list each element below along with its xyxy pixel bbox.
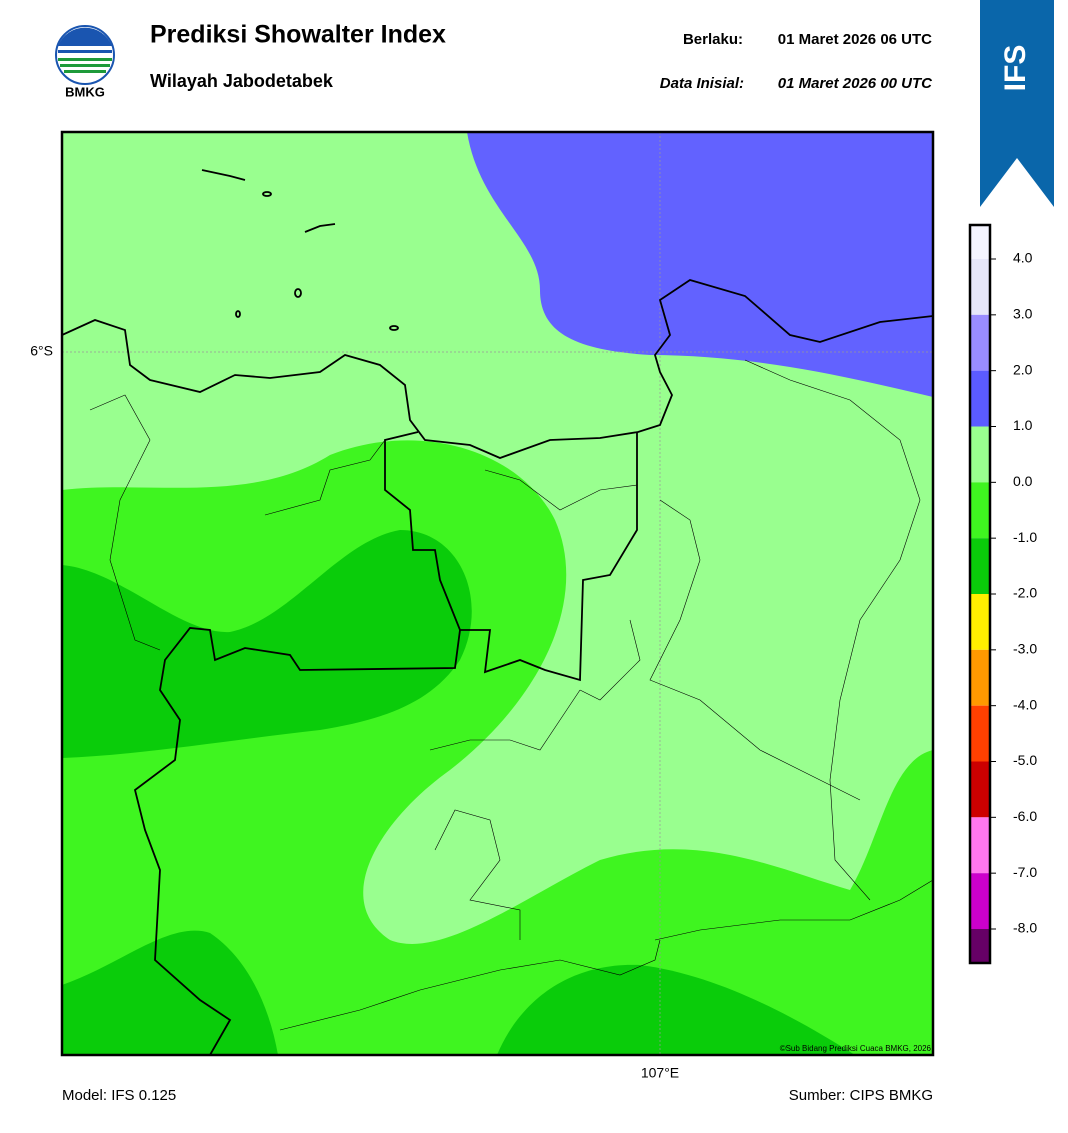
colorbar-segment <box>970 482 990 539</box>
logo: BMKG <box>55 25 115 99</box>
subtitle: Wilayah Jabodetabek <box>150 71 334 91</box>
colorbar-tick-label: -8.0 <box>1013 920 1037 936</box>
init-time: 01 Maret 2026 00 UTC <box>778 75 933 92</box>
colorbar-tick-label: 3.0 <box>1013 306 1033 322</box>
colorbar-tick-label: -4.0 <box>1013 696 1037 712</box>
colorbar-segment <box>970 370 990 427</box>
valid-label: Berlaku: <box>683 31 743 48</box>
colorbar-tick-label: -5.0 <box>1013 752 1037 768</box>
colorbar-segment <box>970 594 990 650</box>
logo-text: BMKG <box>65 84 105 99</box>
colorbar-tick-label: 0.0 <box>1013 473 1033 489</box>
colorbar-tick-label: -3.0 <box>1013 641 1037 657</box>
colorbar-segment <box>970 259 990 315</box>
colorbar-segment <box>970 873 990 929</box>
colorbar-tick-label: 4.0 <box>1013 250 1033 266</box>
colorbar-segment <box>970 426 990 483</box>
title: Prediksi Showalter Index <box>150 21 446 49</box>
colorbar-tick-label: -6.0 <box>1013 808 1037 824</box>
source: Sumber: CIPS BMKG <box>789 1087 933 1104</box>
colorbar-segment <box>970 705 990 762</box>
lat-label: 6°S <box>30 343 53 359</box>
colorbar-tick-label: 1.0 <box>1013 417 1033 433</box>
colorbar-tick-label: -7.0 <box>1013 864 1037 880</box>
colorbar-segment <box>970 538 990 594</box>
badge-text: IFS <box>999 45 1032 92</box>
colorbar-segment <box>970 761 990 818</box>
colorbar-tick-label: 2.0 <box>1013 361 1033 377</box>
colorbar-segment <box>970 649 990 706</box>
colorbar-segment <box>970 225 990 259</box>
colorbar-segment <box>970 314 990 371</box>
map: 6°S 107°E ©Sub Bidang Prediksi Cuaca BMK… <box>30 130 935 1081</box>
copyright: ©Sub Bidang Prediksi Cuaca BMKG, 2026 <box>780 1044 932 1053</box>
colorbar-segment <box>970 929 990 963</box>
valid-time: 01 Maret 2026 06 UTC <box>778 31 932 48</box>
colorbar-segment <box>970 817 990 874</box>
colorbar-tick-label: -1.0 <box>1013 529 1037 545</box>
colorbar-tick-label: -2.0 <box>1013 585 1037 601</box>
lon-label: 107°E <box>641 1065 679 1081</box>
model: Model: IFS 0.125 <box>62 1087 176 1104</box>
init-label: Data Inisial: <box>660 75 744 92</box>
badge <box>980 0 1054 207</box>
colorbar: 4.0 3.0 2.0 1.0 0.0 -1.0 -2.0 -3.0 -4.0 -5.0 -6.0 -… <box>968 223 1037 965</box>
